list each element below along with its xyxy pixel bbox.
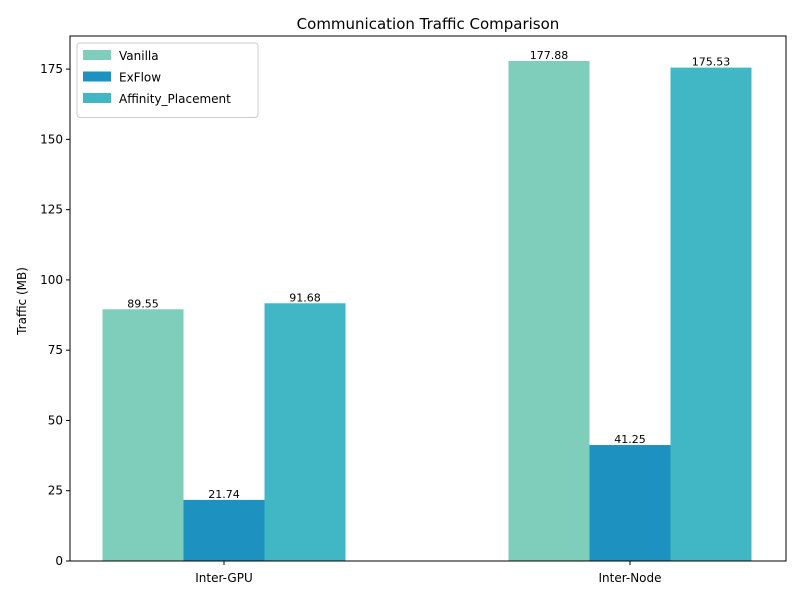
y-tick-label: 125 — [40, 203, 63, 217]
y-tick-label: 100 — [40, 273, 63, 287]
bar-vanilla-inter-gpu — [102, 309, 184, 561]
bar-affinity-placement-inter-gpu — [264, 303, 346, 561]
bar-value-label: 21.74 — [208, 488, 240, 501]
bar-value-label: 89.55 — [127, 297, 159, 310]
x-tick-label: Inter-Node — [598, 571, 661, 585]
bar-vanilla-inter-node — [508, 60, 590, 562]
bar-value-label: 177.88 — [530, 49, 569, 62]
bar-exflow-inter-node — [589, 445, 671, 561]
plot-frame — [69, 35, 787, 562]
legend-swatch — [83, 50, 111, 60]
y-axis-label: Traffic (MB) — [15, 267, 29, 336]
y-tick-label: 175 — [40, 62, 63, 76]
legend-label: Affinity_Placement — [119, 92, 231, 106]
y-tick-label: 25 — [48, 484, 63, 498]
plot-area: 89.55 177.88 21.74 41.25 91.68 175.53 0 25 50 75 1… — [40, 35, 787, 585]
bar-affinity-placement-inter-node — [670, 67, 752, 562]
x-tick-label: Inter-GPU — [195, 571, 253, 585]
legend-box — [76, 42, 259, 118]
legend-label: ExFlow — [119, 71, 161, 85]
chart-title: Communication Traffic Comparison — [297, 15, 560, 33]
legend-swatch — [83, 71, 111, 82]
legend-label: Vanilla — [119, 49, 159, 63]
bar-value-label: 41.25 — [614, 433, 646, 446]
y-tick-label: 75 — [48, 343, 63, 357]
bar-value-label: 175.53 — [692, 56, 731, 69]
y-tick-label: 150 — [40, 132, 63, 146]
bar-exflow-inter-gpu — [183, 499, 265, 561]
y-tick-label: 50 — [48, 413, 63, 427]
y-tick-label: 0 — [55, 554, 63, 568]
legend: Vanilla ExFlow Affinity_Placement — [76, 42, 259, 118]
bar-value-label: 91.68 — [289, 291, 321, 304]
legend-swatch — [83, 93, 111, 103]
